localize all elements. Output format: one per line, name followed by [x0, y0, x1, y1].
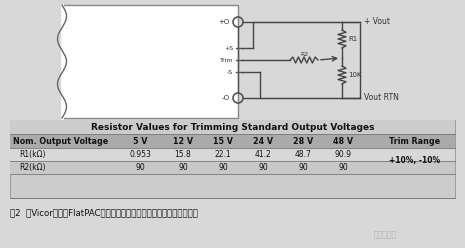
- Text: 41.2: 41.2: [255, 150, 272, 159]
- Text: +O: +O: [219, 19, 230, 25]
- Text: 12 V: 12 V: [173, 136, 193, 146]
- Text: -S: -S: [227, 69, 233, 74]
- Text: 48.7: 48.7: [294, 150, 312, 159]
- Text: 48 V: 48 V: [333, 136, 353, 146]
- Text: 15.8: 15.8: [175, 150, 192, 159]
- Text: 90.9: 90.9: [334, 150, 352, 159]
- Bar: [10, 120, 455, 134]
- Bar: [62, 5, 238, 118]
- Text: R1(kΩ): R1(kΩ): [19, 150, 45, 159]
- Text: 90: 90: [258, 163, 268, 172]
- Text: -O: -O: [222, 95, 230, 101]
- Text: +S: +S: [224, 45, 233, 51]
- Text: 0.953: 0.953: [129, 150, 151, 159]
- Text: 22.1: 22.1: [215, 150, 231, 159]
- Text: Nom. Output Voltage: Nom. Output Voltage: [13, 136, 108, 146]
- Text: 28 V: 28 V: [293, 136, 313, 146]
- Text: Resistor Values for Trimming Standard Output Voltages: Resistor Values for Trimming Standard Ou…: [91, 123, 374, 131]
- Text: 电子发烧友: 电子发烧友: [373, 230, 397, 240]
- Text: +10%, -10%: +10%, -10%: [390, 156, 440, 165]
- Text: Trim Range: Trim Range: [390, 136, 440, 146]
- Bar: [10, 148, 455, 161]
- Text: 5 V: 5 V: [133, 136, 147, 146]
- Text: 90: 90: [338, 163, 348, 172]
- Text: 15 V: 15 V: [213, 136, 233, 146]
- Text: 24 V: 24 V: [253, 136, 273, 146]
- Text: 90: 90: [218, 163, 228, 172]
- Text: Trim: Trim: [219, 58, 233, 62]
- Text: Vout RTN: Vout RTN: [364, 93, 399, 102]
- Bar: [10, 134, 455, 148]
- Text: R2: R2: [300, 53, 308, 58]
- Bar: [10, 161, 455, 174]
- Text: 90: 90: [178, 163, 188, 172]
- Text: 图2  为Vicor公司的FlatPAC系列产品的标称输出电压调整电阵值及接线: 图2 为Vicor公司的FlatPAC系列产品的标称输出电压调整电阵值及接线: [10, 208, 198, 217]
- Text: R2(kΩ): R2(kΩ): [19, 163, 45, 172]
- Text: R1: R1: [348, 36, 357, 42]
- Text: + Vout: + Vout: [364, 18, 390, 27]
- Text: 10K: 10K: [348, 72, 361, 78]
- Bar: [10, 120, 455, 198]
- Text: 90: 90: [135, 163, 145, 172]
- Text: 90: 90: [298, 163, 308, 172]
